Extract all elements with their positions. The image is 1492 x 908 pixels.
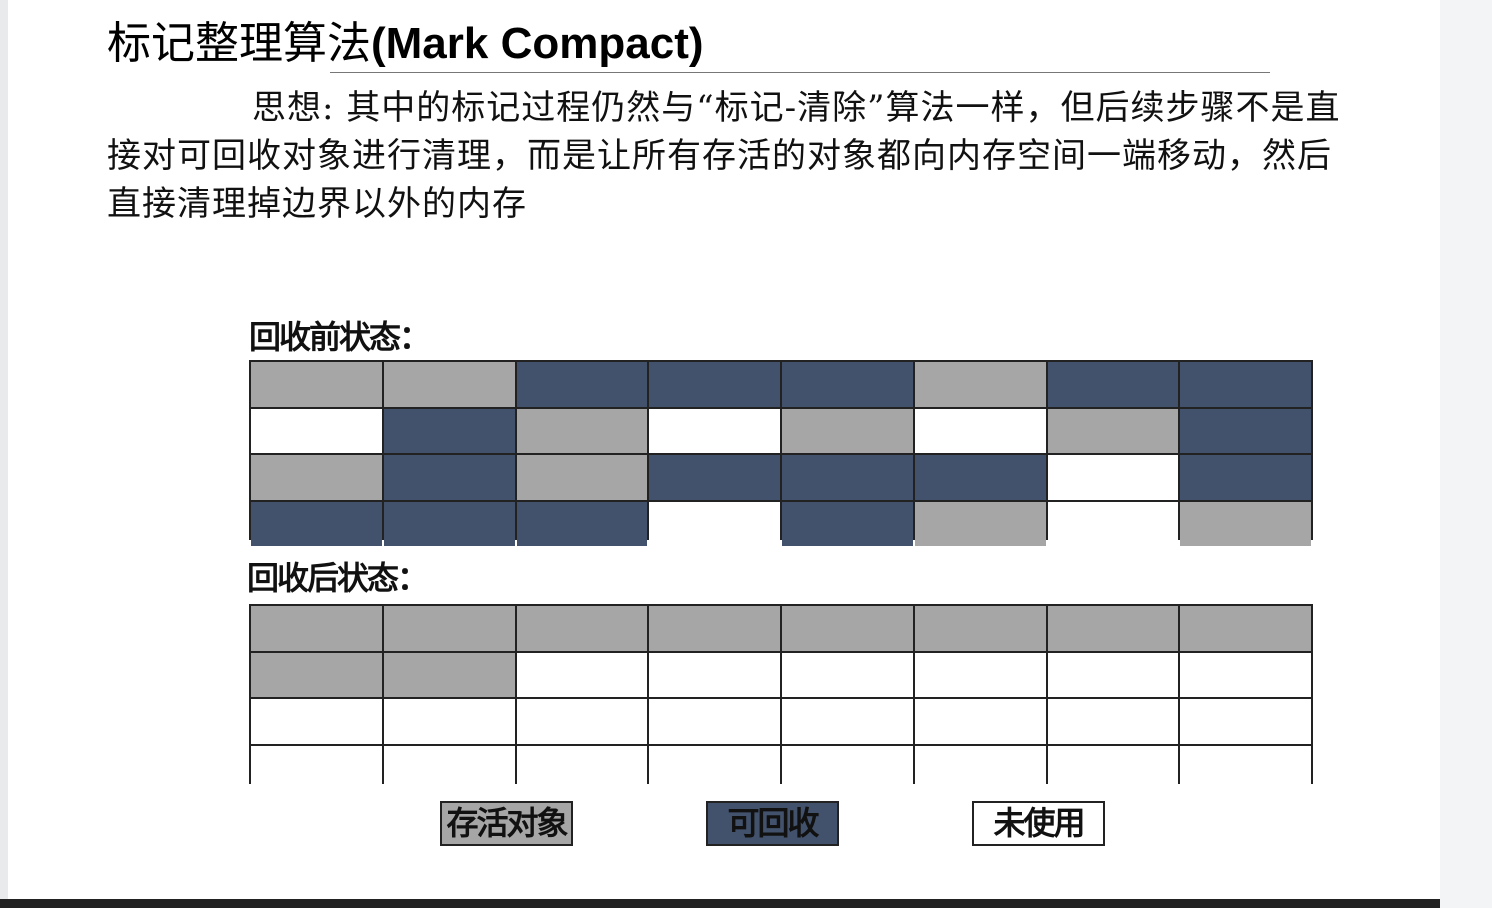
memory-cell-reclaimable (782, 362, 913, 407)
memory-cell-unused (649, 501, 780, 546)
memory-cell-reclaimable (782, 455, 913, 500)
memory-cell-reclaimable (383, 455, 515, 500)
memory-cell-reclaimable (1047, 362, 1179, 407)
memory-cell-unused (782, 745, 913, 790)
memory-cell-live (1047, 606, 1179, 651)
memory-cell-reclaimable (383, 408, 515, 453)
title-underline (330, 72, 1270, 73)
legend-reclaimable: 可回收 (706, 801, 839, 846)
memory-cell-live (383, 362, 515, 407)
memory-cell-unused (1047, 745, 1179, 790)
memory-cell-unused (914, 745, 1046, 790)
after-memory-grid (249, 604, 1313, 790)
memory-cell-unused (1047, 699, 1179, 744)
memory-cell-live (1047, 408, 1179, 453)
memory-cell-reclaimable (516, 501, 648, 546)
page-title: 标记整理算法(Mark Compact) (107, 14, 704, 74)
memory-cell-unused (1180, 652, 1311, 697)
memory-cell-unused (914, 699, 1046, 744)
legend-unused: 未使用 (972, 801, 1105, 846)
memory-cell-live (251, 652, 382, 697)
memory-cell-unused (383, 699, 515, 744)
memory-cell-live (914, 362, 1046, 407)
memory-cell-live (383, 606, 515, 651)
memory-cell-reclaimable (1180, 362, 1311, 407)
memory-cell-unused (649, 745, 780, 790)
memory-cell-unused (516, 652, 648, 697)
memory-cell-live (251, 362, 382, 407)
memory-cell-unused (251, 408, 382, 453)
memory-cell-live (782, 408, 913, 453)
memory-cell-reclaimable (251, 501, 382, 546)
description-text: 思想: 其中的标记过程仍然与“标记-清除”算法一样，但后续步骤不是直接对可回收对… (107, 88, 1341, 224)
memory-cell-reclaimable (1180, 455, 1311, 500)
memory-cell-live (1180, 606, 1311, 651)
memory-cell-unused (782, 652, 913, 697)
memory-cell-live (516, 455, 648, 500)
before-label: 回收前状态： (249, 318, 431, 356)
memory-cell-reclaimable (782, 501, 913, 546)
memory-cell-unused (251, 745, 382, 790)
memory-cell-reclaimable (649, 455, 780, 500)
legend-live: 存活对象 (440, 801, 573, 846)
memory-cell-unused (1180, 745, 1311, 790)
memory-cell-unused (782, 699, 913, 744)
memory-cell-live (782, 606, 913, 651)
memory-cell-unused (649, 699, 780, 744)
memory-cell-live (251, 606, 382, 651)
memory-cell-unused (516, 699, 648, 744)
memory-cell-live (1180, 501, 1311, 546)
memory-cell-unused (516, 745, 648, 790)
memory-cell-live (649, 606, 780, 651)
memory-cell-unused (1180, 699, 1311, 744)
after-label: 回收后状态： (247, 559, 429, 597)
memory-cell-live (516, 606, 648, 651)
memory-cell-unused (649, 652, 780, 697)
memory-cell-reclaimable (649, 362, 780, 407)
title-cn: 标记整理算法 (107, 18, 371, 69)
memory-cell-unused (251, 699, 382, 744)
memory-cell-live (914, 501, 1046, 546)
memory-cell-unused (1047, 652, 1179, 697)
title-en: (Mark Compact) (371, 19, 704, 68)
memory-cell-unused (649, 408, 780, 453)
memory-cell-live (516, 408, 648, 453)
memory-cell-live (914, 606, 1046, 651)
memory-cell-unused (914, 652, 1046, 697)
before-memory-grid (249, 360, 1313, 546)
memory-cell-unused (1047, 501, 1179, 546)
left-edge (0, 0, 8, 908)
memory-cell-live (383, 652, 515, 697)
bottom-bar (0, 899, 1440, 908)
memory-cell-unused (383, 745, 515, 790)
memory-cell-reclaimable (914, 455, 1046, 500)
memory-cell-reclaimable (1180, 408, 1311, 453)
memory-cell-reclaimable (516, 362, 648, 407)
memory-cell-unused (1047, 455, 1179, 500)
memory-cell-unused (914, 408, 1046, 453)
memory-cell-live (251, 455, 382, 500)
memory-cell-reclaimable (383, 501, 515, 546)
